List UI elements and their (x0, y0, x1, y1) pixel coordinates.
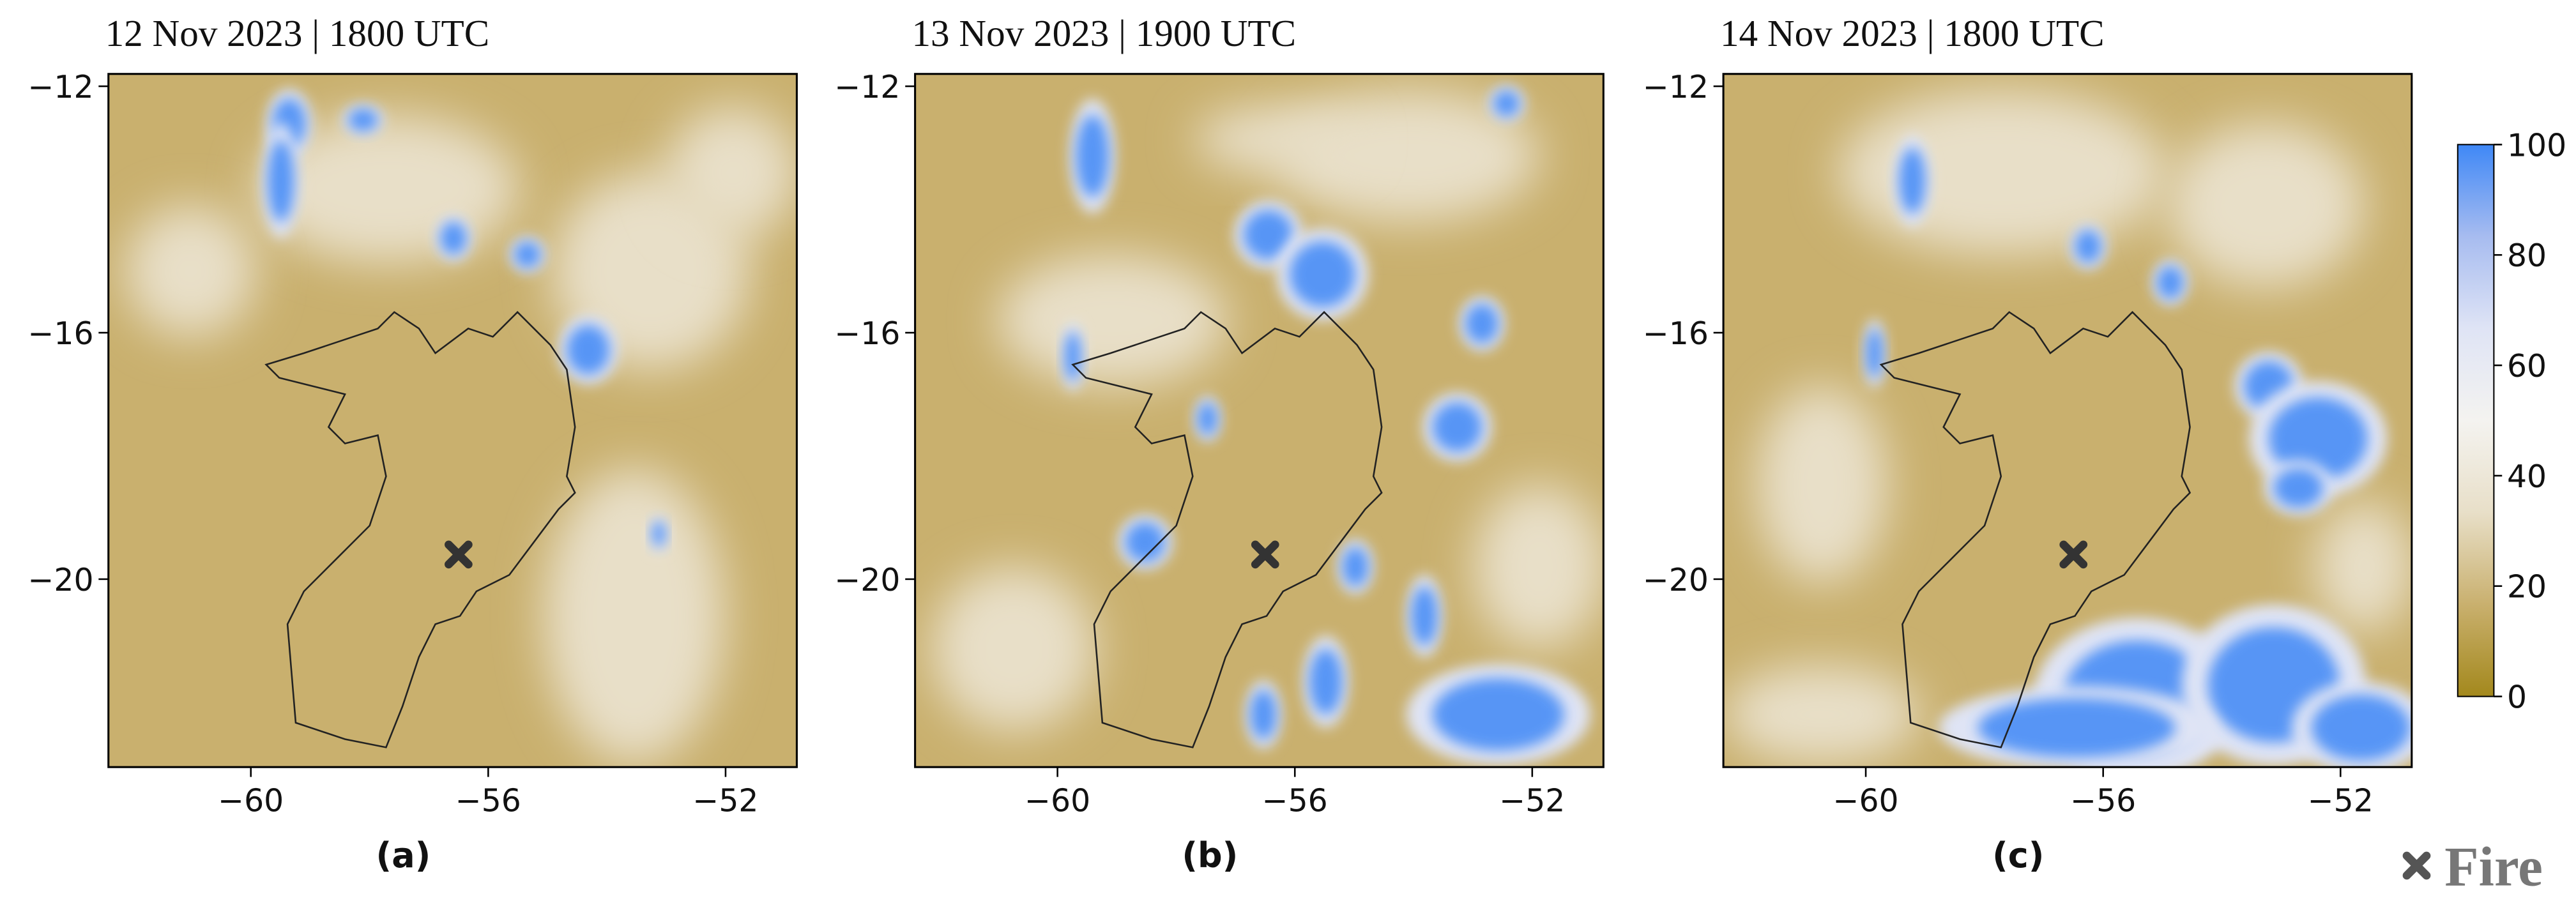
colorbar-tick-label: 60 (2507, 348, 2547, 384)
fire-marker (1251, 540, 1279, 569)
cloud-patch (1125, 522, 1165, 562)
cloud-patch (440, 222, 467, 255)
cloud-patch (2311, 695, 2411, 761)
colorbar-tick-label: 100 (2507, 127, 2566, 163)
cloud-patch (1493, 90, 1520, 117)
y-tick-label: −20 (834, 562, 900, 598)
field (915, 73, 1604, 768)
x-tick-label: −56 (1262, 783, 1328, 819)
light-patch (1723, 665, 1921, 764)
fire-marker (445, 540, 473, 569)
field (1723, 73, 2412, 768)
y-tick-label: −16 (1643, 315, 1709, 352)
light-patch (2167, 123, 2365, 288)
panel-title: 14 Nov 2023 | 1800 UTC (1720, 12, 2105, 54)
cloud-patch (2157, 266, 2184, 300)
map-panel: −60 −56 −52 −12 −16 −20 14 Nov 2023 | 1800 UTC… (1643, 12, 2413, 876)
panel-title: 13 Nov 2023 | 1900 UTC (911, 12, 1296, 54)
cloud-patch (1290, 241, 1355, 308)
cloud-patch (1432, 402, 1482, 452)
x-tick-label: −52 (1499, 783, 1565, 819)
panel-title: 12 Nov 2023 | 1800 UTC (105, 12, 490, 54)
light-patch (2315, 501, 2412, 633)
region-border (1879, 310, 2191, 748)
colorbar-tick-label: 80 (2507, 238, 2547, 274)
cloud-patch (514, 241, 541, 268)
light-patch (1838, 90, 2167, 255)
cloud-patch (2075, 230, 2101, 263)
fire-marker (2059, 540, 2088, 569)
x-tick-label: −60 (218, 783, 284, 819)
x-tick-label: −56 (455, 783, 521, 819)
cloud-patch (1198, 402, 1217, 436)
region-border (264, 310, 576, 748)
cloud-patch (1342, 547, 1369, 587)
light-patch (544, 468, 725, 764)
cloud-patch (1309, 649, 1343, 715)
axes-frame (914, 73, 1604, 768)
cloud-patch (567, 325, 610, 375)
x-tick-label: −60 (1025, 783, 1090, 819)
cloud-patch (1064, 331, 1081, 381)
axes-frame (1722, 73, 2413, 768)
y-tick-label: −20 (27, 562, 93, 598)
cloud-patch (1411, 586, 1438, 646)
map-panel: −60 −56 −52 −12 −16 −20 13 Nov 2023 | 1900 UTC… (834, 12, 1604, 876)
x-tick-label: −52 (692, 783, 758, 819)
light-patch (125, 205, 257, 337)
x-tick-label: −52 (2308, 783, 2374, 819)
cloud-patch (1250, 690, 1277, 739)
y-tick-label: −12 (834, 69, 900, 105)
y-tick-label: −20 (1643, 562, 1709, 598)
fire-icon (2402, 851, 2431, 880)
cloud-patch (268, 139, 294, 222)
field (108, 73, 797, 768)
y-tick-label: −12 (27, 69, 93, 105)
y-tick-label: −16 (27, 315, 93, 352)
y-tick-label: −16 (834, 315, 900, 352)
cloud-patch (2269, 397, 2368, 480)
light-patch (1194, 107, 1359, 173)
light-patch (997, 254, 1228, 386)
panel-label: (b) (1182, 835, 1238, 876)
cloud-patch (1899, 148, 1926, 214)
cloud-patch (1465, 303, 1498, 344)
cloud-patch (1978, 698, 2176, 757)
colorbar: 0 20 40 60 80 100 (2457, 127, 2566, 716)
cloud-patch (1866, 328, 1883, 378)
colorbar-tick-label: 0 (2507, 679, 2527, 716)
axes-frame (107, 73, 798, 768)
cloud-patch (1432, 678, 1564, 751)
light-patch (931, 566, 1096, 731)
panel-label: (c) (1992, 835, 2044, 876)
cloud-patch (348, 108, 378, 132)
y-tick-label: −12 (1643, 69, 1709, 105)
cloud-patch (2273, 468, 2323, 508)
x-tick-label: −60 (1833, 783, 1899, 819)
map-panel: −60 −56 −52 −12 −16 −20 12 Nov 2023 | 1800 UTC… (27, 12, 798, 876)
legend-label: Fire (2444, 835, 2543, 897)
cloud-patch (1244, 210, 1293, 260)
panel-label: (a) (376, 835, 431, 876)
cloud-patch (1076, 115, 1109, 197)
light-patch (667, 107, 797, 238)
region-border (1071, 310, 1383, 748)
light-patch (1756, 386, 1888, 584)
fire-legend: Fire (2402, 835, 2543, 897)
x-tick-label: −56 (2070, 783, 2136, 819)
light-patch (1474, 484, 1604, 649)
cloud-patch (652, 520, 666, 547)
colorbar-tick-label: 40 (2507, 459, 2547, 495)
colorbar-gradient (2457, 144, 2495, 697)
colorbar-tick-label: 20 (2507, 569, 2547, 605)
